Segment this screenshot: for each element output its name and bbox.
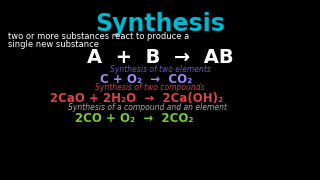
Text: two or more substances react to produce a: two or more substances react to produce … <box>8 32 189 41</box>
Text: A  +  B  →  AB: A + B → AB <box>87 48 233 67</box>
Text: Synthesis of two compounds: Synthesis of two compounds <box>95 83 204 92</box>
Text: C + O₂  →  CO₂: C + O₂ → CO₂ <box>100 73 192 86</box>
Text: Synthesis of a compound and an element: Synthesis of a compound and an element <box>68 103 227 112</box>
Text: 2CO + O₂  →  2CO₂: 2CO + O₂ → 2CO₂ <box>75 112 194 125</box>
Text: Synthesis: Synthesis <box>95 12 225 36</box>
Text: Synthesis of two elements: Synthesis of two elements <box>110 65 211 74</box>
Text: 2CaO + 2H₂O  →  2Ca(OH)₂: 2CaO + 2H₂O → 2Ca(OH)₂ <box>50 92 223 105</box>
Text: single new substance: single new substance <box>8 40 99 49</box>
